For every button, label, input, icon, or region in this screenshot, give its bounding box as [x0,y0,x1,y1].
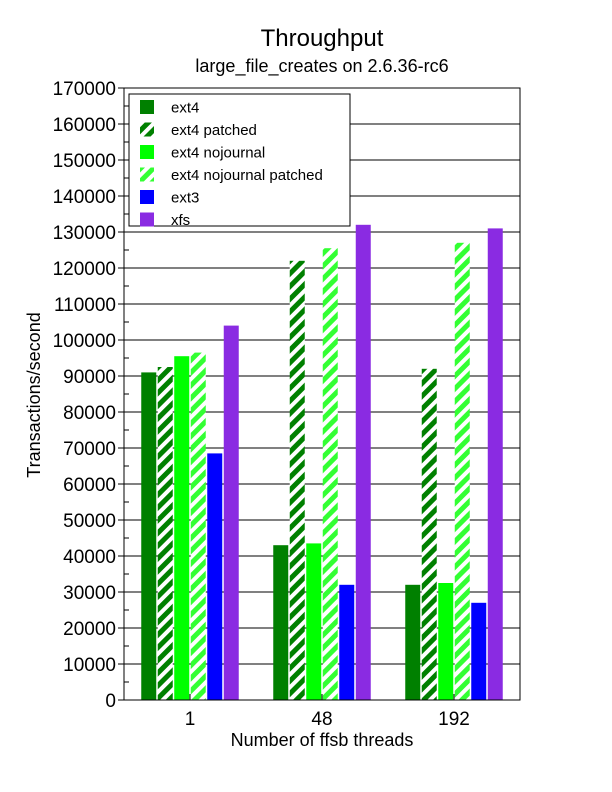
y-tick-label: 80000 [63,403,116,424]
bar-ext4-nojournal-48 [306,543,322,700]
bars [141,224,503,701]
legend-swatch-ext4 [140,100,154,114]
legend-label-ext4-nojournal-patched: ext4 nojournal patched [171,167,323,184]
chart-subtitle: large_file_creates on 2.6.36-rc6 [195,56,448,77]
bar-xfs-1 [223,325,239,700]
y-tick-label: 130000 [53,223,116,244]
bar-ext3-1 [207,453,223,700]
legend-swatch-ext4-nojournal [140,145,154,159]
legend-label-ext4-nojournal: ext4 nojournal [171,145,265,162]
y-tick-label: 20000 [63,619,116,640]
legend-box [128,93,351,227]
legend-label-xfs: xfs [171,212,190,229]
y-tick-label: 30000 [63,583,116,604]
y-tick-label: 10000 [63,655,116,676]
y-tick-label: 100000 [53,331,116,352]
bar-ext4-patched-48 [289,260,305,700]
y-tick-label: 110000 [54,295,116,316]
y-tick-label: 160000 [53,115,116,136]
x-tick-label: 1 [185,709,196,730]
bar-ext4-nojournal-1 [174,356,190,700]
y-tick-label: 170000 [53,79,116,100]
y-tick-label: 60000 [63,475,116,496]
bar-ext4-nojournal-patched-48 [322,248,338,700]
bar-ext4-nojournal-patched-192 [454,242,470,701]
bar-ext4-patched-1 [157,367,173,700]
bar-ext4-patched-192 [421,368,437,700]
y-tick-label: 40000 [63,547,116,568]
x-axis-label: Number of ffsb threads [231,730,414,750]
x-tick-label: 192 [438,709,470,730]
bar-xfs-192 [487,228,503,700]
y-tick-label: 150000 [53,151,116,172]
bar-ext4-192 [405,584,421,700]
y-tick-label: 140000 [53,187,116,208]
bar-xfs-48 [355,224,371,701]
legend-label-ext3: ext3 [171,190,199,207]
bar-ext4-1 [141,372,157,700]
legend-label-ext4-patched: ext4 patched [171,122,257,139]
legend-swatch-ext4-patched [140,122,154,137]
bar-ext4-nojournal-patched-1 [190,352,206,700]
y-tick-label: 120000 [53,259,116,280]
bar-ext4-48 [273,545,289,700]
y-axis-label: Transactions/second [24,312,44,477]
chart-title: Throughput [261,25,384,52]
legend-swatch-ext4-nojournal-patched [140,167,154,182]
y-tick-label: 90000 [63,367,116,388]
legend-label-ext4: ext4 [171,100,199,117]
legend-swatch-xfs [140,212,154,227]
bar-ext4-nojournal-192 [438,583,454,700]
x-tick-label: 48 [311,709,332,730]
y-tick-label: 50000 [63,511,116,532]
y-tick-label: 0 [105,691,116,712]
bar-ext3-192 [471,602,487,700]
y-tick-label: 70000 [63,439,116,460]
axis-ticks: 0 10000 20000 30000 40000 50000 60000 70000 8000… [53,79,470,730]
legend: ext4 ext4 patched ext4 nojournal ext4 nojou… [128,93,351,229]
legend-swatch-ext3 [140,190,154,204]
bar-ext3-48 [339,584,355,700]
